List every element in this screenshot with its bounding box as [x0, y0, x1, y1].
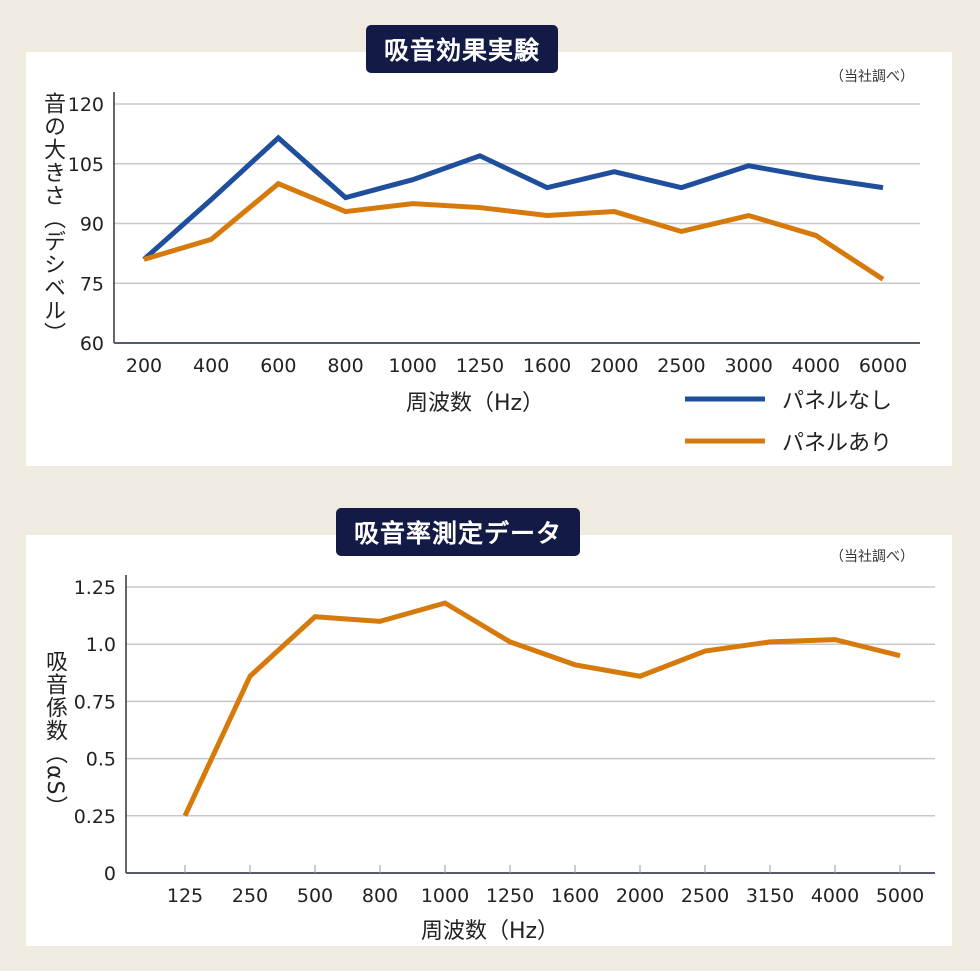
y-axis-label-2: 吸音係数（αS）: [42, 650, 67, 819]
x-tick-label: 6000: [859, 355, 907, 377]
y-tick-label: 0.25: [74, 806, 116, 828]
y-axis-label-1: 音の大きさ（デシベル）: [40, 92, 65, 345]
x-tick-label: 5000: [876, 885, 924, 907]
x-tick-label: 4000: [792, 355, 840, 377]
x-tick-label: 1600: [551, 885, 599, 907]
chart-panel-absorption-effect: [26, 52, 952, 466]
series-line-1: [182, 600, 901, 817]
y-tick-label: 90: [80, 214, 104, 236]
x-tick-label: 2500: [657, 355, 705, 377]
x-axis-label: 周波数（Hz）: [406, 391, 544, 416]
x-tick-label: 500: [297, 885, 333, 907]
x-tick-label: 1000: [389, 355, 437, 377]
legend-label-2: パネルあり: [782, 431, 892, 456]
chart-panel-absorption-rate: [26, 535, 952, 946]
series-line-1: [142, 134, 884, 262]
x-tick-label: 800: [327, 355, 363, 377]
y-tick-label: 1.25: [74, 577, 116, 599]
x-tick-label: 1600: [523, 355, 571, 377]
source-note-1: （当社調べ）: [830, 69, 914, 85]
y-tick-label: 60: [80, 333, 104, 355]
x-tick-label: 1000: [421, 885, 469, 907]
y-tick-label: 0.75: [74, 691, 116, 713]
y-tick-label: 0.5: [86, 749, 116, 771]
y-tick-label: 105: [68, 154, 104, 176]
x-tick-label: 3150: [746, 885, 794, 907]
y-tick-label: 1.0: [86, 634, 116, 656]
x-tick-label: 250: [232, 885, 268, 907]
x-tick-label: 1250: [486, 885, 534, 907]
x-tick-label: 2000: [616, 885, 664, 907]
x-tick-label: 125: [167, 885, 203, 907]
x-tick-label: 3000: [724, 355, 772, 377]
series-line-2: [143, 180, 885, 282]
y-tick-label: 120: [68, 94, 104, 116]
legend-label-1: パネルなし: [782, 389, 892, 414]
x-tick-label: 1250: [456, 355, 504, 377]
x-tick-label: 200: [126, 355, 162, 377]
x-tick-label: 800: [362, 885, 398, 907]
x-tick-label: 2500: [681, 885, 729, 907]
x-tick-label: 4000: [811, 885, 859, 907]
source-note-2: （当社調べ）: [830, 549, 914, 565]
y-tick-label: 0: [104, 863, 116, 885]
y-tick-label: 75: [80, 273, 104, 295]
x-tick-label: 600: [260, 355, 296, 377]
x-tick-label: 400: [193, 355, 229, 377]
x-axis-label: 周波数（Hz）: [421, 919, 559, 944]
x-tick-label: 2000: [590, 355, 638, 377]
chart-title-1: 吸音効果実験: [366, 25, 559, 73]
chart-title-2: 吸音率測定データ: [336, 508, 581, 556]
